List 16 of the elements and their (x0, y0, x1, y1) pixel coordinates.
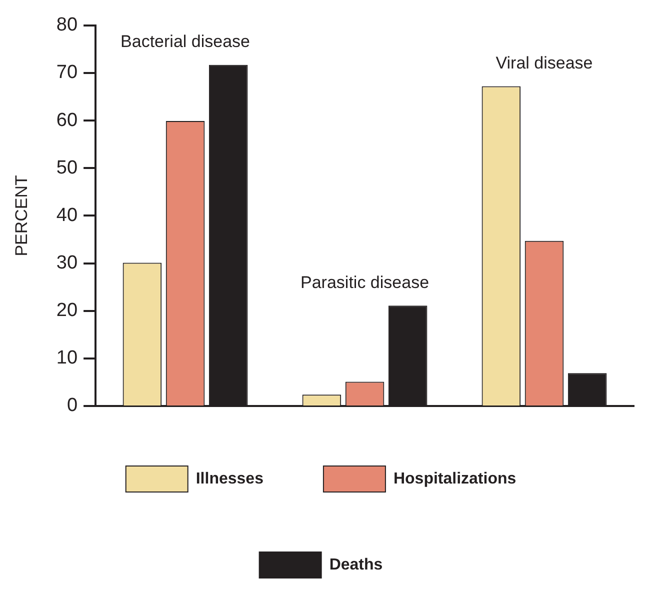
y-tick-label: 10 (56, 348, 78, 369)
y-tick-label: 30 (56, 252, 78, 274)
x-tick-label: Viral disease (496, 53, 593, 72)
y-tick-label: 80 (56, 14, 78, 36)
y-tick-label: 50 (56, 157, 78, 178)
y-tick-label: 0 (66, 395, 78, 416)
y-tick-label: 20 (56, 300, 78, 322)
legend-label: Illnesses (196, 470, 264, 488)
legend-label: Hospitalizations (393, 470, 516, 488)
y-tick-label: 70 (56, 62, 78, 84)
y-tick-label: 40 (56, 204, 78, 226)
legend-label: Deaths (329, 556, 383, 574)
x-tick-label: Parasitic disease (300, 272, 430, 292)
y-tick-label: 60 (56, 110, 78, 131)
x-tick-label: Bacterial disease (120, 32, 250, 52)
y-axis-title: PERCENT (12, 175, 31, 256)
